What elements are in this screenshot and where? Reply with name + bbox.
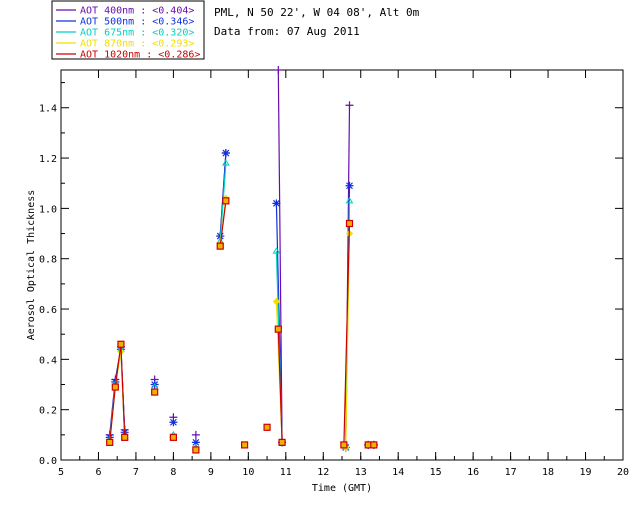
data-point (272, 297, 281, 306)
data-point (222, 197, 230, 205)
data-point (216, 242, 224, 250)
legend-label: AOT 1020nm : <0.286> (80, 50, 200, 61)
legend-label: AOT 870nm : <0.293> (80, 39, 194, 50)
data-point (111, 383, 119, 391)
data-point (221, 159, 230, 166)
data-point (274, 325, 282, 333)
series-line (277, 69, 283, 443)
x-tick-label: 7 (133, 467, 139, 478)
x-tick-label: 8 (170, 467, 176, 478)
legend-label: AOT 400nm : <0.404> (80, 6, 194, 17)
y-tick-label: 0.6 (39, 305, 57, 316)
x-tick-label: 6 (95, 467, 101, 478)
data-point (169, 433, 177, 441)
series-0 (105, 66, 378, 452)
axes: 5 6 7 8 9 10 11 12 13 14 15 16 17 18 19 20 0.0 0.2 0.4 0.6 0… (39, 70, 629, 478)
series-layer (105, 66, 378, 454)
y-tick-label: 1.2 (39, 154, 57, 165)
data-point (272, 247, 281, 254)
data-point (272, 199, 281, 208)
legend-label: AOT 675nm : <0.320> (80, 28, 194, 39)
y-tick-label: 0.8 (39, 255, 57, 266)
y-tick-label: 0.0 (39, 456, 57, 467)
x-tick-label: 18 (542, 467, 554, 478)
data-point (240, 441, 249, 449)
y-tick-label: 1.4 (39, 104, 57, 115)
x-tick-label: 9 (208, 467, 214, 478)
x-tick-label: 16 (467, 467, 479, 478)
data-point (221, 149, 230, 158)
x-tick-label: 20 (617, 467, 629, 478)
data-point (345, 101, 354, 110)
y-tick-label: 0.2 (39, 406, 57, 417)
series-line (109, 351, 126, 443)
legend: AOT 400nm : <0.404>AOT 500nm : <0.346>AO… (51, 0, 205, 61)
data-point (169, 418, 178, 427)
data-point (106, 438, 114, 446)
series-line (343, 223, 351, 445)
data-point (278, 438, 286, 446)
data-point (370, 441, 378, 449)
series-line (219, 200, 227, 247)
x-tick-label: 10 (242, 467, 254, 478)
data-point (274, 66, 283, 74)
series-4 (106, 197, 378, 454)
series-1 (105, 149, 378, 452)
data-point (340, 441, 348, 449)
y-axis-title: Aerosol Optical Thickness (26, 190, 37, 341)
x-tick-label: 15 (430, 467, 442, 478)
x-tick-label: 13 (355, 467, 367, 478)
data-point (263, 423, 271, 431)
data-point (191, 430, 200, 439)
date-info: Data from: 07 Aug 2011 (214, 25, 360, 38)
station-info: PML, N 50 22', W 04 08', Alt 0m (214, 6, 420, 19)
legend-box (51, 0, 205, 60)
y-tick-label: 1.0 (39, 204, 57, 215)
y-tick-label: 0.4 (39, 355, 57, 366)
x-tick-label: 12 (317, 467, 329, 478)
x-tick-label: 19 (580, 467, 592, 478)
x-tick-label: 14 (392, 467, 404, 478)
x-tick-label: 17 (505, 467, 517, 478)
data-point (345, 196, 354, 204)
data-point (192, 446, 200, 454)
series-2 (105, 159, 378, 450)
data-point (345, 219, 354, 228)
data-point (121, 433, 129, 441)
data-point (151, 388, 159, 396)
x-axis-title: Time (GMT) (312, 483, 372, 494)
series-line (109, 344, 126, 443)
series-line (277, 329, 283, 443)
x-tick-label: 5 (58, 467, 64, 478)
data-point (191, 438, 200, 447)
legend-label: AOT 500nm : <0.346> (80, 17, 194, 28)
data-point (345, 181, 354, 190)
x-tick-label: 11 (280, 467, 292, 478)
series-3 (105, 194, 378, 454)
data-point (117, 340, 125, 348)
plot-frame (60, 69, 624, 461)
